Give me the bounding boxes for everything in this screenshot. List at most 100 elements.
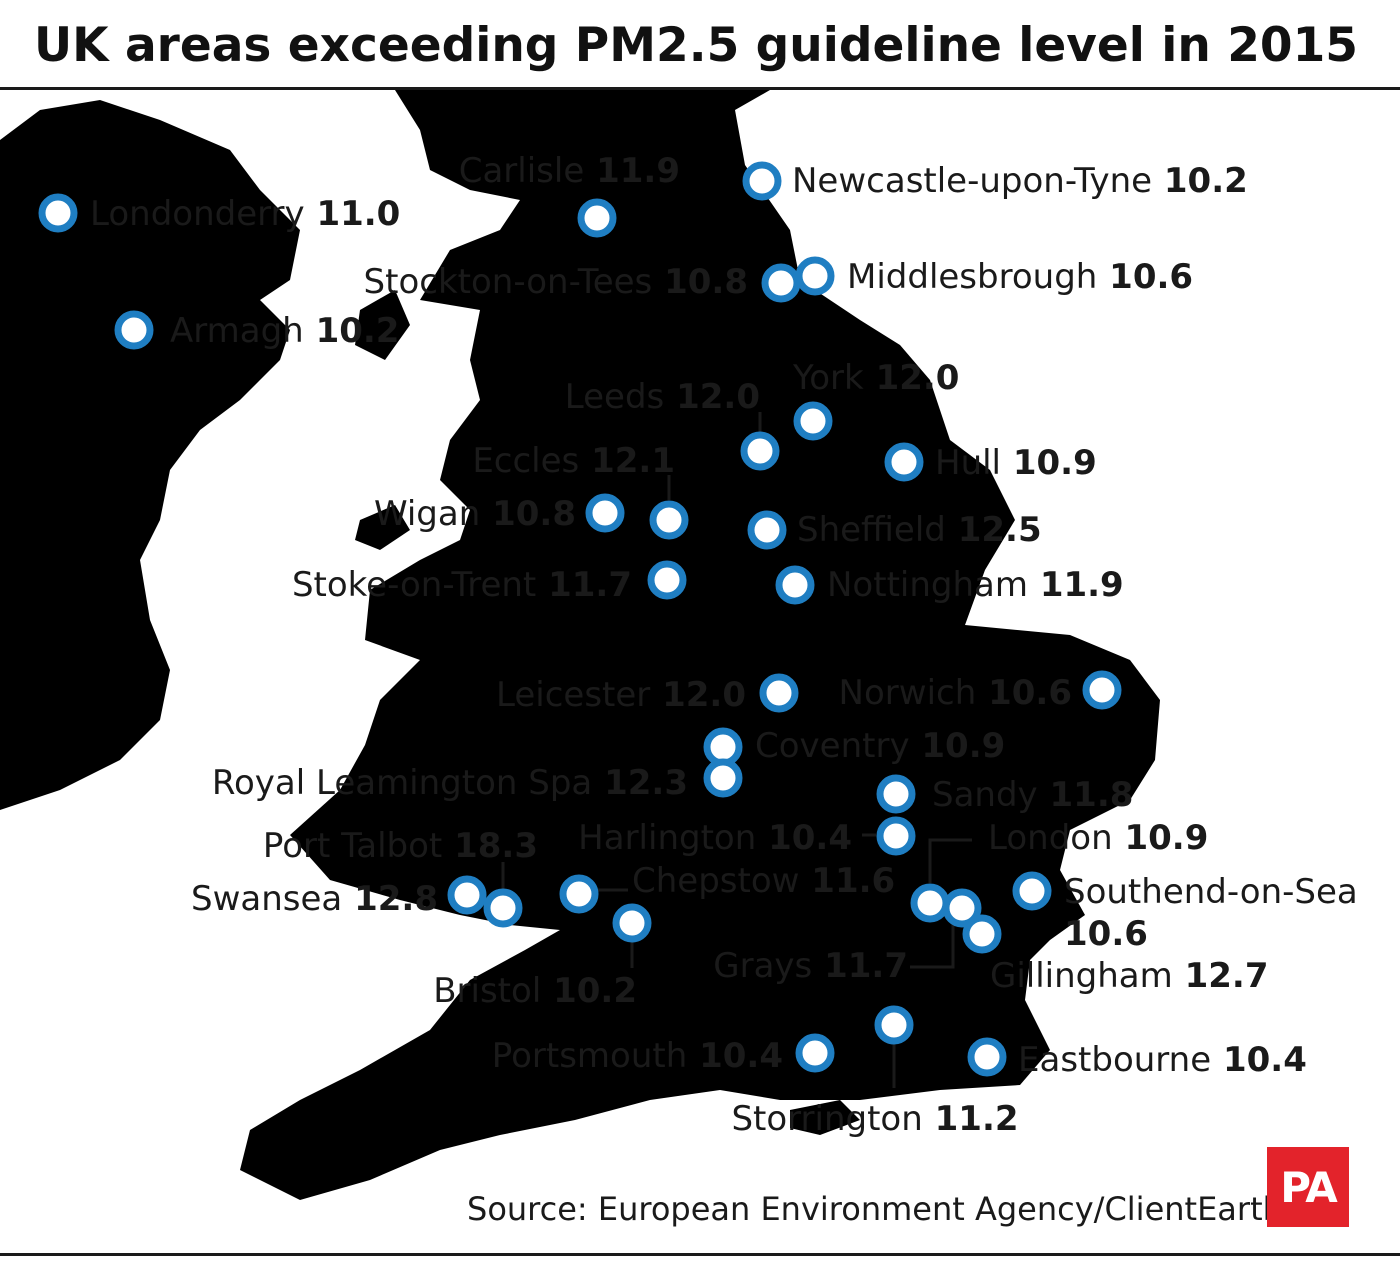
gillingham-value: 12.7 <box>1173 956 1269 996</box>
nottingham-name: Nottingham <box>827 565 1028 605</box>
hull-value: 10.9 <box>1001 443 1097 483</box>
storrington-value: 11.2 <box>923 1099 1019 1139</box>
city-markers <box>38 161 1122 1077</box>
port-talbot-value: 18.3 <box>442 826 538 866</box>
ireland-land <box>0 100 300 810</box>
grays-name: Grays <box>713 946 812 986</box>
middlesbrough-value: 10.6 <box>1097 257 1193 297</box>
swansea-label: Swansea 12.8 <box>191 879 438 919</box>
bristol-name: Bristol <box>433 971 541 1011</box>
leeds-marker <box>740 431 780 471</box>
sandy-value: 11.8 <box>1038 775 1134 815</box>
isle-of-wight-land <box>790 1100 860 1135</box>
middlesbrough-name: Middlesbrough <box>847 257 1097 297</box>
portsmouth-marker <box>795 1033 835 1073</box>
stockton-on-tees-label: Stockton-on-Tees 10.8 <box>364 262 748 302</box>
coventry-marker <box>703 727 743 767</box>
wigan-label: Wigan 10.8 <box>374 494 576 534</box>
middlesbrough-label: Middlesbrough 10.6 <box>847 257 1193 297</box>
armagh-label: Armagh 10.2 <box>170 311 399 351</box>
armagh-name: Armagh <box>170 311 304 351</box>
coventry-value: 10.9 <box>910 726 1006 766</box>
newcastle-upon-tyne-value: 10.2 <box>1152 161 1248 201</box>
wigan-name: Wigan <box>374 494 480 534</box>
grays-value: 11.7 <box>812 946 908 986</box>
storrington-label: Storrington 11.2 <box>731 1099 1018 1139</box>
bristol-label: Bristol 10.2 <box>433 971 637 1011</box>
stoke-on-trent-label: Stoke-on-Trent 11.7 <box>292 565 632 605</box>
carlisle-label: Carlisle 11.9 <box>459 151 680 191</box>
newcastle-upon-tyne-label: Newcastle-upon-Tyne 10.2 <box>792 161 1248 201</box>
eccles-label: Eccles 12.1 <box>472 441 675 481</box>
swansea-marker <box>447 875 487 915</box>
wigan-value: 10.8 <box>480 494 576 534</box>
swansea-name: Swansea <box>191 879 342 919</box>
sandy-label: Sandy 11.8 <box>932 775 1133 815</box>
bottom-rule <box>0 1253 1400 1256</box>
londonderry-label: Londonderry 11.0 <box>90 194 400 234</box>
hull-name: Hull <box>935 443 1001 483</box>
leicester-name: Leicester <box>496 675 650 715</box>
harlington-label: Harlington 10.4 <box>578 818 852 858</box>
gillingham-label: Gillingham 12.7 <box>990 956 1269 996</box>
port-talbot-marker <box>483 888 523 928</box>
leicester-marker <box>759 673 799 713</box>
londonderry-marker <box>38 193 78 233</box>
carlisle-value: 11.9 <box>584 151 680 191</box>
harlington-marker <box>876 816 916 856</box>
stockton-on-tees-marker <box>761 263 801 303</box>
city-labels: Londonderry 11.0 Armagh 10.2 Carlisle 11.9… <box>90 151 1358 1139</box>
londonderry-name: Londonderry <box>90 194 305 234</box>
eastbourne-value: 10.4 <box>1211 1040 1307 1080</box>
york-name: York <box>792 358 864 398</box>
london-marker <box>910 883 950 923</box>
middlesbrough-marker <box>795 256 835 296</box>
bristol-marker <box>612 903 652 943</box>
southend-on-sea-name: Southend-on-Sea <box>1064 872 1358 912</box>
title-rule <box>0 87 1400 90</box>
southend-on-sea-value: 10.6 <box>1064 914 1148 954</box>
storrington-name: Storrington <box>731 1099 922 1139</box>
leader-lines <box>501 412 972 1088</box>
port-talbot-name: Port Talbot <box>263 826 442 866</box>
sandy-marker <box>876 774 916 814</box>
bristol-value: 10.2 <box>541 971 637 1011</box>
southend-on-sea-label: Southend-on-Sea 10.6 <box>1064 872 1358 954</box>
coventry-label: Coventry 10.9 <box>755 726 1005 766</box>
newcastle-upon-tyne-marker <box>742 161 782 201</box>
london-name: London <box>988 818 1113 858</box>
hull-marker <box>884 442 924 482</box>
nottingham-value: 11.9 <box>1028 565 1124 605</box>
royal-leamington-spa-value: 12.3 <box>592 763 688 803</box>
grays-label: Grays 11.7 <box>713 946 908 986</box>
carlisle-name: Carlisle <box>459 151 585 191</box>
leeds-value: 12.0 <box>664 377 760 417</box>
eccles-marker <box>649 500 689 540</box>
anglesey-land <box>355 505 410 550</box>
southend-on-sea-marker <box>1012 871 1052 911</box>
york-label: York 12.0 <box>792 358 959 398</box>
sheffield-name: Sheffield <box>797 510 946 550</box>
chepstow-value: 11.6 <box>799 861 895 901</box>
armagh-value: 10.2 <box>304 311 400 351</box>
nottingham-label: Nottingham 11.9 <box>827 565 1124 605</box>
stockton-on-tees-name: Stockton-on-Tees <box>364 262 653 302</box>
carlisle-marker <box>577 198 617 238</box>
leeds-name: Leeds <box>565 377 664 417</box>
coventry-name: Coventry <box>755 726 910 766</box>
portsmouth-label: Portsmouth 10.4 <box>492 1036 783 1076</box>
map-title: UK areas exceeding PM2.5 guideline level… <box>34 18 1359 73</box>
stoke-on-trent-value: 11.7 <box>536 565 632 605</box>
hull-label: Hull 10.9 <box>935 443 1097 483</box>
eastbourne-name: Eastbourne <box>1018 1040 1211 1080</box>
royal-leamington-spa-name: Royal Leamington Spa <box>212 763 592 803</box>
portsmouth-name: Portsmouth <box>492 1036 687 1076</box>
leicester-value: 12.0 <box>650 675 746 715</box>
royal-leamington-spa-marker <box>703 758 743 798</box>
gillingham-marker <box>962 914 1002 954</box>
london-leader <box>928 838 972 883</box>
chepstow-name: Chepstow <box>632 861 799 901</box>
sheffield-value: 12.5 <box>946 510 1042 550</box>
swansea-value: 12.8 <box>342 879 438 919</box>
